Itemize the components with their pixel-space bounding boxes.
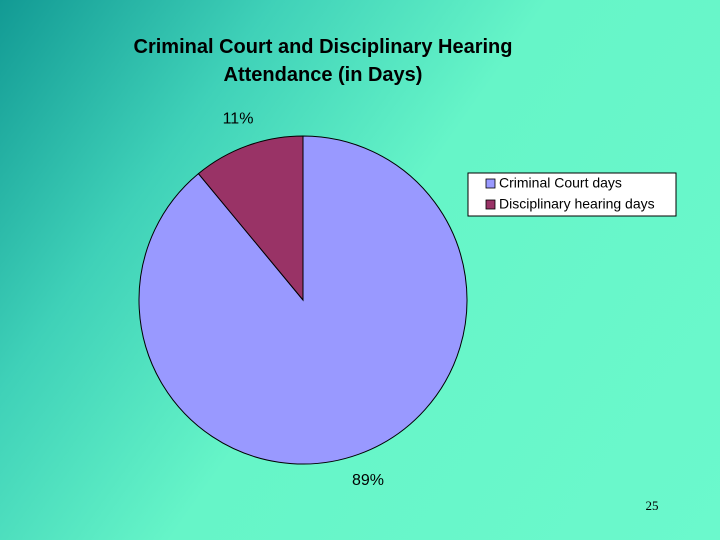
legend-box <box>467 172 677 217</box>
chart-title: Criminal Court and Disciplinary Hearing … <box>133 36 513 86</box>
legend-label: Disciplinary hearing days <box>499 196 655 212</box>
legend-swatch <box>485 199 496 210</box>
legend-swatch <box>485 178 496 189</box>
data-label: 11% <box>223 111 254 128</box>
legend-label: Criminal Court days <box>499 175 622 191</box>
pie-slice <box>197 135 304 302</box>
data-label: 89% <box>352 472 384 489</box>
page-number: 25 <box>645 498 659 513</box>
